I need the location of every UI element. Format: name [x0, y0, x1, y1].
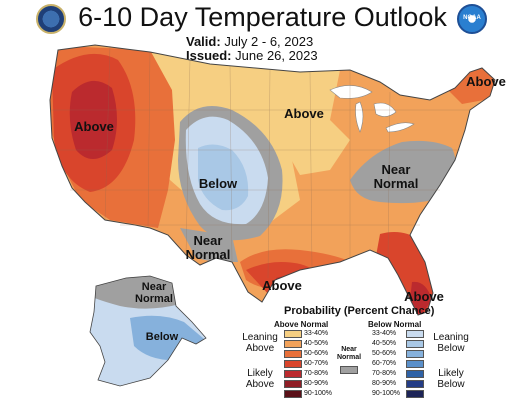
above-swatch-2 [284, 340, 302, 348]
legend-above-header: Above Normal [274, 320, 329, 329]
near-normal-texas [180, 228, 238, 262]
below-swatch-1 [406, 330, 424, 338]
below-swatch-3 [406, 350, 424, 358]
issued-label: Issued: [186, 48, 232, 63]
above-range-7: 90-100% [304, 390, 333, 397]
doc-seal-icon [36, 4, 66, 34]
above-range-6: 80-90% [304, 380, 329, 387]
below-range-4: 60-70% [372, 360, 397, 367]
label-alaska-near-1: Near [142, 281, 167, 293]
legend-below-header: Below Normal [368, 320, 422, 329]
below-range-5: 70-80% [372, 370, 397, 377]
above-70-80-west [69, 80, 117, 159]
conus-shading [50, 45, 495, 315]
label-above-northeast: Above [466, 74, 506, 89]
legend-leaning-below: Leaning Below [430, 332, 472, 354]
lake-superior [329, 85, 373, 99]
leaning-below-line1: Leaning [433, 332, 469, 343]
above-range-2: 40-50% [304, 340, 329, 347]
above-swatch-5 [284, 370, 302, 378]
conus-outline [49, 44, 496, 316]
below-swatch-5 [406, 370, 424, 378]
likely-below-line1: Likely [438, 368, 464, 379]
leaning-above-line1: Leaning [242, 332, 278, 343]
below-swatch-4 [406, 360, 424, 368]
above-swatch-7 [284, 390, 302, 398]
likely-below-line2: Below [437, 379, 465, 390]
label-above-florida: Above [404, 289, 444, 304]
below-range-3: 50-60% [372, 350, 397, 357]
issued-value: June 26, 2023 [235, 48, 318, 63]
below-swatch-7 [406, 390, 424, 398]
legend-likely-above: Likely Above [240, 368, 280, 390]
legend-near-swatch [340, 366, 358, 374]
legend-leaning-above: Leaning Above [240, 332, 280, 354]
state-boundaries [50, 45, 470, 279]
noaa-logo-text: NOAA [463, 15, 481, 21]
legend-title: Probability (Percent Chance) [284, 305, 435, 317]
likely-above-line1: Likely [247, 368, 273, 379]
near-normal-east [350, 140, 456, 204]
above-range-3: 50-60% [304, 350, 329, 357]
label-near-texas-2: Normal [186, 247, 231, 262]
likely-above-line2: Above [245, 379, 275, 390]
above-swatch-4 [284, 360, 302, 368]
legend: Probability (Percent Chance) Above Norma… [238, 300, 525, 405]
valid-dates: Valid: July 2 - 6, 2023 [186, 34, 313, 49]
above-70-80-florida [410, 281, 432, 315]
label-above-gulf: Above [262, 278, 302, 293]
above-swatch-1 [284, 330, 302, 338]
above-range-4: 60-70% [304, 360, 329, 367]
above-swatch-3 [284, 350, 302, 358]
below-range-1: 33-40% [372, 330, 397, 337]
issued-date: Issued: June 26, 2023 [186, 48, 318, 63]
lake-erie [385, 122, 415, 133]
near-normal-line2: Normal [336, 354, 362, 361]
above-range-5: 70-80% [304, 370, 329, 377]
label-near-texas-1: Near [194, 233, 223, 248]
below-swatch-6 [406, 380, 424, 388]
noaa-logo-icon: NOAA [457, 4, 487, 34]
label-near-east-2: Normal [374, 176, 419, 191]
lake-michigan [355, 101, 364, 133]
near-normal-line1: Near [341, 346, 357, 353]
below-40-50-rockies [198, 144, 249, 211]
valid-label: Valid: [186, 34, 221, 49]
label-alaska-near-2: Normal [135, 293, 173, 305]
below-range-6: 80-90% [372, 380, 397, 387]
above-33-40-midwest [280, 120, 350, 175]
label-above-central: Above [284, 106, 324, 121]
above-swatch-6 [284, 380, 302, 388]
legend-near-normal: Near Normal [334, 346, 364, 362]
leaning-above-line2: Above [245, 343, 275, 354]
alaska-outline [89, 275, 207, 387]
leaning-below-line2: Below [437, 343, 465, 354]
valid-value: July 2 - 6, 2023 [224, 34, 314, 49]
label-above-west: Above [74, 119, 114, 134]
map-title: 6-10 Day Temperature Outlook [78, 2, 447, 32]
lake-huron [373, 102, 397, 117]
above-range-1: 33-40% [304, 330, 329, 337]
label-near-east-1: Near [382, 162, 411, 177]
below-swatch-2 [406, 340, 424, 348]
label-alaska-below: Below [146, 331, 179, 343]
below-range-2: 40-50% [372, 340, 397, 347]
label-below-rockies: Below [199, 176, 238, 191]
below-range-7: 90-100% [372, 390, 401, 397]
legend-likely-below: Likely Below [430, 368, 472, 390]
